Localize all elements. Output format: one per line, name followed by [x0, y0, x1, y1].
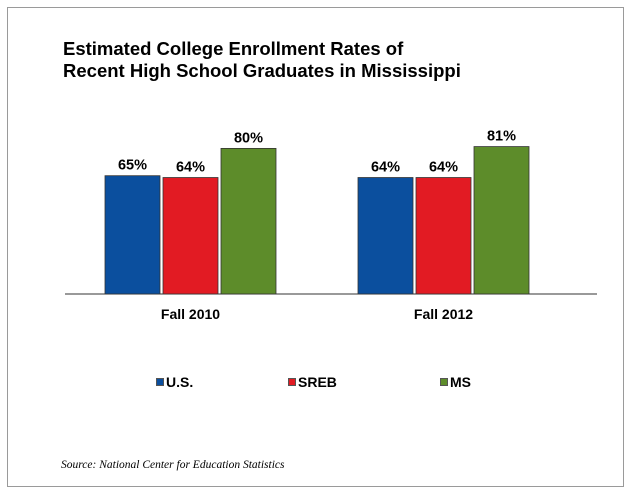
chart-title: Estimated College Enrollment Rates of Re…	[63, 38, 583, 82]
legend-item-sreb: SREB	[288, 374, 337, 390]
data-label: 80%	[234, 130, 263, 146]
chart-title-line-1: Estimated College Enrollment Rates of	[63, 38, 404, 59]
data-label: 64%	[371, 160, 400, 176]
data-label: 65%	[118, 158, 147, 174]
legend-swatch	[156, 378, 164, 386]
bar-us-1	[104, 175, 161, 295]
data-label: 81%	[487, 129, 516, 145]
legend-swatch	[440, 378, 448, 386]
bar-ms-1	[220, 147, 277, 295]
legend-label: MS	[450, 374, 471, 390]
legend-label: SREB	[298, 374, 337, 390]
source-note: Source: National Center for Education St…	[61, 459, 285, 471]
legend-item-us: U.S.	[156, 374, 193, 390]
bar-sreb-2	[415, 177, 472, 295]
chart-title-line-2: Recent High School Graduates in Mississi…	[63, 60, 461, 81]
bar-ms-2	[473, 146, 530, 295]
legend-swatch	[288, 378, 296, 386]
chart-legend: U.S. SREB MS	[8, 374, 625, 394]
data-label: 64%	[429, 160, 458, 176]
bar-us-2	[357, 177, 414, 295]
slide-frame: Estimated College Enrollment Rates of Re…	[7, 7, 624, 487]
bar-chart: 65% 64% 80% Fall 2010 64% 64% 81% Fall 2012	[65, 129, 597, 322]
bar-sreb-1	[162, 177, 219, 295]
category-label: Fall 2010	[161, 306, 220, 322]
legend-item-ms: MS	[440, 374, 471, 390]
legend-label: U.S.	[166, 374, 194, 390]
data-label: 64%	[176, 160, 205, 176]
category-label: Fall 2012	[414, 306, 473, 322]
